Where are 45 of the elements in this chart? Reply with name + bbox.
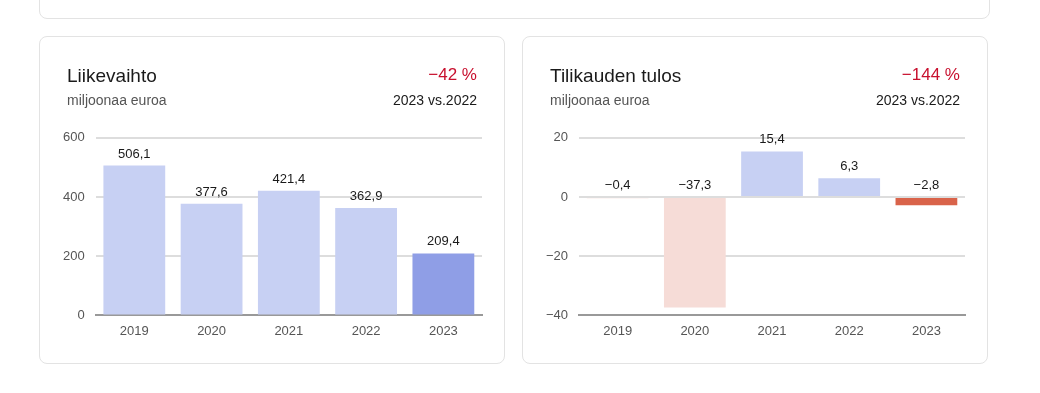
- text: 2023 vs.2022: [392, 92, 477, 108]
- data-label: −37,3: [678, 177, 712, 193]
- y-tick-label: −40: [545, 306, 569, 322]
- data-label: 15,4: [759, 131, 785, 147]
- bar: [663, 198, 726, 308]
- bar: [818, 178, 881, 196]
- y-tick-label: −20: [545, 247, 569, 263]
- y-tick-label: 0: [77, 306, 85, 322]
- y-tick-label: 200: [62, 247, 85, 263]
- x-tick-label: 2019: [603, 322, 633, 338]
- chart-title: Tilikauden tulos: [550, 65, 682, 87]
- bar: [335, 207, 398, 315]
- x-tick-label: 2020: [680, 322, 710, 338]
- text: −42 %: [428, 65, 477, 85]
- data-label: 6,3: [840, 158, 859, 174]
- x-tick-label: 2023: [428, 322, 458, 338]
- x-tick-label: 2019: [119, 322, 149, 338]
- data-label: −0,4: [604, 177, 631, 193]
- chart-title: Liikevaihto: [67, 65, 157, 87]
- bar: [257, 190, 320, 315]
- data-label: 377,6: [195, 183, 228, 199]
- bar: [412, 253, 475, 315]
- x-tick-label: 2022: [834, 322, 864, 338]
- chart-subtitle: miljoonaa euroa: [67, 92, 167, 108]
- x-tick-label: 2021: [757, 322, 787, 338]
- data-label: −2,8: [913, 177, 940, 193]
- bar: [741, 151, 803, 196]
- data-label: 421,4: [272, 170, 306, 186]
- x-tick-label: 2020: [197, 322, 227, 338]
- chart-subtitle: miljoonaa euroa: [550, 92, 650, 108]
- bar: [180, 203, 243, 315]
- x-tick-label: 2022: [351, 322, 381, 338]
- text: 2023 vs.2022: [875, 92, 960, 108]
- y-tick-label: 400: [62, 188, 85, 204]
- x-tick-label: 2023: [911, 322, 941, 338]
- text: −144 %: [901, 65, 960, 85]
- data-label: 506,1: [118, 145, 151, 161]
- y-tick-label: 600: [62, 129, 85, 145]
- y-tick-label: 20: [553, 129, 569, 145]
- x-tick-label: 2021: [274, 322, 304, 338]
- bar: [103, 165, 166, 315]
- data-label: 362,9: [349, 188, 383, 204]
- data-label: 209,4: [427, 233, 460, 249]
- bar: [895, 198, 958, 206]
- y-tick-label: 0: [560, 188, 569, 204]
